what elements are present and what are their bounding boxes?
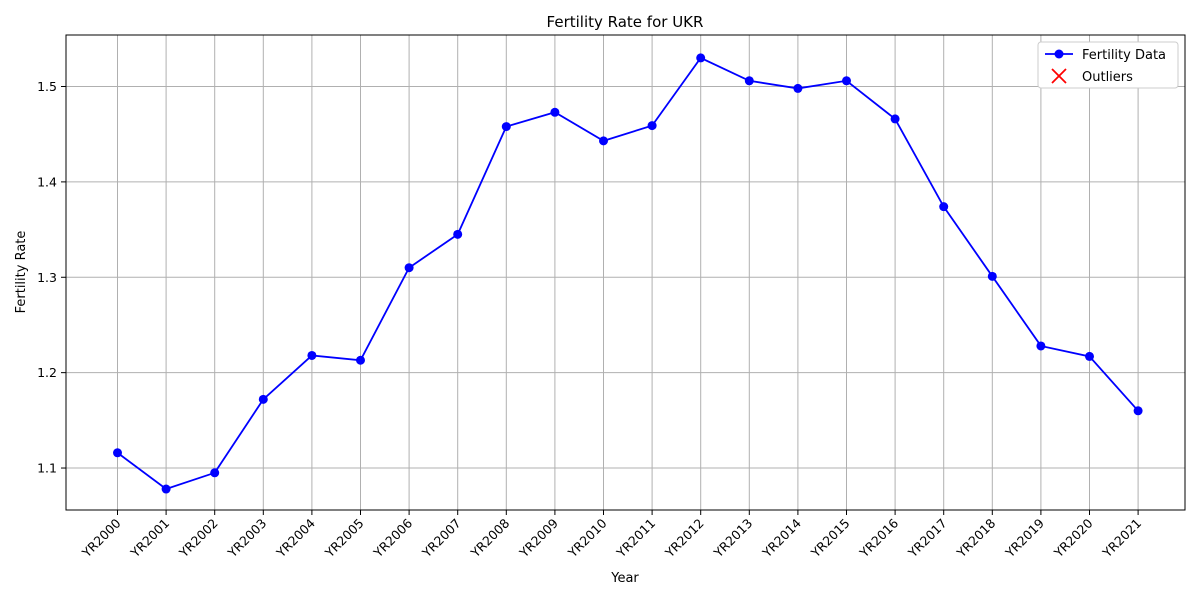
y-tick-label: 1.2	[37, 365, 57, 380]
x-tick-label: YR2006	[370, 515, 415, 560]
series-fertility-data	[113, 53, 1143, 494]
x-tick-label: YR2001	[127, 516, 172, 561]
data-point	[453, 229, 463, 239]
data-point	[842, 76, 851, 86]
x-tick-label: YR2011	[613, 516, 658, 561]
data-point	[1085, 351, 1094, 361]
legend-outlier-x-marker	[1051, 68, 1067, 84]
data-point	[258, 394, 268, 404]
x-tick-label: YR2014	[759, 515, 804, 560]
x-tick-label: YR2017	[904, 516, 949, 561]
data-point	[113, 448, 122, 458]
data-point	[161, 484, 171, 494]
x-tick-label: YR2004	[273, 515, 318, 560]
data-point	[647, 121, 657, 131]
y-tick-label: 1.3	[37, 270, 57, 285]
data-point	[501, 122, 511, 132]
y-tick-label: 1.5	[37, 79, 57, 94]
x-tick-label: YR2009	[516, 515, 561, 560]
legend: Fertility Data Outliers	[1037, 41, 1179, 89]
data-point	[599, 136, 608, 146]
data-point	[939, 202, 949, 212]
x-tick-label: YR2002	[175, 516, 220, 561]
x-tick-label: YR2000	[78, 515, 123, 560]
x-tick-label: YR2008	[467, 515, 512, 560]
chart-title: Fertility Rate for UKR	[547, 13, 704, 31]
x-tick-label: YR2012	[661, 516, 706, 561]
data-point	[356, 355, 365, 365]
data-point	[890, 114, 900, 124]
x-tick-label: YR2020	[1050, 515, 1095, 560]
grid	[66, 35, 1185, 510]
legend-point-marker	[1054, 49, 1064, 59]
data-point	[1036, 341, 1046, 351]
plot-area	[65, 34, 1186, 511]
legend-label-outliers: Outliers	[1082, 70, 1133, 85]
data-point	[404, 263, 414, 273]
data-point	[793, 83, 803, 93]
x-tick-label: YR2019	[1002, 515, 1047, 560]
x-tick-label: YR2010	[564, 515, 609, 560]
x-tick-label: YR2015	[807, 516, 852, 561]
y-tick-label: 1.4	[37, 174, 57, 189]
x-tick-label: YR2003	[224, 516, 269, 561]
x-tick-label: YR2021	[1099, 516, 1144, 561]
x-tick-label: YR2018	[953, 515, 998, 560]
data-point	[744, 76, 754, 86]
x-tick-label: YR2013	[710, 516, 755, 561]
x-tick-label: YR2005	[321, 516, 366, 561]
data-point	[210, 468, 220, 478]
series-line	[116, 56, 1139, 491]
y-tick-label: 1.1	[37, 461, 57, 476]
x-axis-label: Year	[610, 571, 639, 586]
legend-label-fertility-data: Fertility Data	[1082, 48, 1166, 63]
data-point	[987, 271, 997, 281]
x-tick-label: YR2016	[856, 515, 901, 560]
x-tick-label: YR2007	[418, 516, 463, 561]
data-point	[307, 350, 317, 360]
data-point	[696, 53, 706, 63]
data-point	[1133, 406, 1143, 416]
y-axis-label: Fertility Rate	[14, 231, 29, 314]
data-point	[550, 107, 560, 117]
x-axis: YR2000 YR2001 YR2002 YR2003 YR2004 YR2005 YR20…	[78, 510, 1144, 561]
y-axis: 1.1 1.2 1.3 1.4 1.5	[37, 79, 66, 476]
